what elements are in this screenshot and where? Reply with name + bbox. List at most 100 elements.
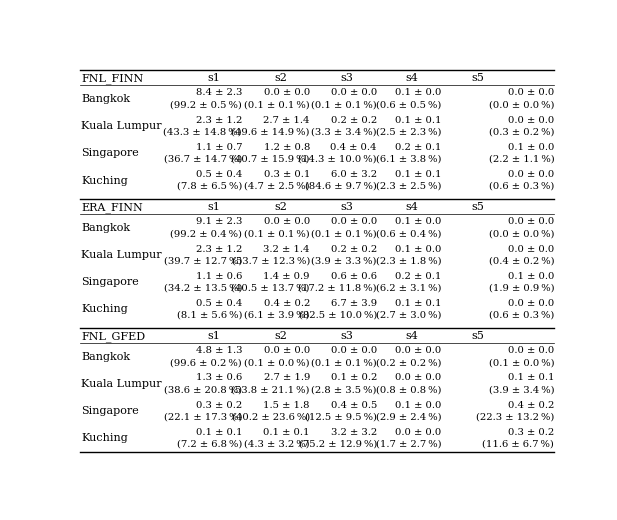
Text: (22.1 ± 17.3 %): (22.1 ± 17.3 %) (164, 413, 242, 422)
Text: 0.0 ± 0.0: 0.0 ± 0.0 (508, 244, 554, 254)
Text: 4.8 ± 1.3: 4.8 ± 1.3 (196, 346, 242, 355)
Text: s3: s3 (341, 73, 354, 83)
Text: (39.7 ± 12.7 %): (39.7 ± 12.7 %) (164, 256, 242, 266)
Text: 0.2 ± 0.1: 0.2 ± 0.1 (395, 272, 442, 281)
Text: (2.9 ± 2.4 %): (2.9 ± 2.4 %) (376, 413, 442, 422)
Text: (8.1 ± 5.6 %): (8.1 ± 5.6 %) (176, 311, 242, 320)
Text: 0.2 ± 0.2: 0.2 ± 0.2 (331, 115, 377, 125)
Text: 1.4 ± 0.9: 1.4 ± 0.9 (263, 272, 310, 281)
Text: (17.2 ± 11.8 %): (17.2 ± 11.8 %) (298, 284, 377, 293)
Text: (0.1 ± 0.1 %): (0.1 ± 0.1 %) (311, 229, 377, 238)
Text: Kuala Lumpur: Kuala Lumpur (81, 250, 162, 260)
Text: (43.3 ± 14.8 %): (43.3 ± 14.8 %) (164, 127, 242, 137)
Text: 0.1 ± 0.0: 0.1 ± 0.0 (508, 143, 554, 152)
Text: (2.8 ± 3.5 %): (2.8 ± 3.5 %) (312, 385, 377, 394)
Text: (0.4 ± 0.2 %): (0.4 ± 0.2 %) (489, 256, 554, 266)
Text: (14.3 ± 10.0 %): (14.3 ± 10.0 %) (298, 155, 377, 164)
Text: 0.0 ± 0.0: 0.0 ± 0.0 (331, 88, 377, 97)
Text: 0.1 ± 0.1: 0.1 ± 0.1 (263, 428, 310, 437)
Text: (84.6 ± 9.7 %): (84.6 ± 9.7 %) (305, 182, 377, 191)
Text: 2.3 ± 1.2: 2.3 ± 1.2 (196, 115, 242, 125)
Text: (2.3 ± 1.8 %): (2.3 ± 1.8 %) (376, 256, 442, 266)
Text: 1.1 ± 0.6: 1.1 ± 0.6 (196, 272, 242, 281)
Text: 0.1 ± 0.1: 0.1 ± 0.1 (196, 428, 242, 437)
Text: Bangkok: Bangkok (81, 352, 131, 362)
Text: s5: s5 (471, 73, 484, 83)
Text: 0.0 ± 0.0: 0.0 ± 0.0 (508, 115, 554, 125)
Text: s3: s3 (341, 331, 354, 341)
Text: s2: s2 (274, 331, 287, 341)
Text: 0.1 ± 0.1: 0.1 ± 0.1 (395, 299, 442, 308)
Text: 0.1 ± 0.0: 0.1 ± 0.0 (395, 244, 442, 254)
Text: 0.3 ± 0.1: 0.3 ± 0.1 (263, 170, 310, 179)
Text: (4.7 ± 2.5 %): (4.7 ± 2.5 %) (244, 182, 310, 191)
Text: (75.2 ± 12.9 %): (75.2 ± 12.9 %) (299, 440, 377, 449)
Text: (7.2 ± 6.8 %): (7.2 ± 6.8 %) (176, 440, 242, 449)
Text: (40.5 ± 13.7 %): (40.5 ± 13.7 %) (231, 284, 310, 293)
Text: 0.0 ± 0.0: 0.0 ± 0.0 (263, 217, 310, 226)
Text: (53.8 ± 21.1 %): (53.8 ± 21.1 %) (231, 385, 310, 394)
Text: 3.2 ± 1.4: 3.2 ± 1.4 (263, 244, 310, 254)
Text: 0.3 ± 0.2: 0.3 ± 0.2 (196, 400, 242, 410)
Text: (12.5 ± 9.5 %): (12.5 ± 9.5 %) (305, 413, 377, 422)
Text: 0.1 ± 0.0: 0.1 ± 0.0 (395, 400, 442, 410)
Text: Kuala Lumpur: Kuala Lumpur (81, 121, 162, 131)
Text: s5: s5 (471, 202, 484, 212)
Text: ERA_FINN: ERA_FINN (81, 202, 143, 213)
Text: 0.1 ± 0.1: 0.1 ± 0.1 (395, 170, 442, 179)
Text: (0.0 ± 0.0 %): (0.0 ± 0.0 %) (489, 229, 554, 238)
Text: 0.1 ± 0.0: 0.1 ± 0.0 (395, 88, 442, 97)
Text: (0.1 ± 0.1 %): (0.1 ± 0.1 %) (244, 229, 310, 238)
Text: (0.6 ± 0.5 %): (0.6 ± 0.5 %) (376, 100, 442, 109)
Text: (53.7 ± 12.3 %): (53.7 ± 12.3 %) (231, 256, 310, 266)
Text: 0.0 ± 0.0: 0.0 ± 0.0 (508, 88, 554, 97)
Text: (2.5 ± 2.3 %): (2.5 ± 2.3 %) (376, 127, 442, 137)
Text: 1.1 ± 0.7: 1.1 ± 0.7 (196, 143, 242, 152)
Text: (0.1 ± 0.1 %): (0.1 ± 0.1 %) (311, 100, 377, 109)
Text: 0.2 ± 0.2: 0.2 ± 0.2 (331, 244, 377, 254)
Text: 0.0 ± 0.0: 0.0 ± 0.0 (331, 217, 377, 226)
Text: 0.0 ± 0.0: 0.0 ± 0.0 (263, 346, 310, 355)
Text: (0.3 ± 0.2 %): (0.3 ± 0.2 %) (489, 127, 554, 137)
Text: s3: s3 (341, 202, 354, 212)
Text: Kuching: Kuching (81, 433, 128, 444)
Text: 0.0 ± 0.0: 0.0 ± 0.0 (395, 346, 442, 355)
Text: s4: s4 (405, 202, 418, 212)
Text: (0.6 ± 0.4 %): (0.6 ± 0.4 %) (376, 229, 442, 238)
Text: s1: s1 (207, 331, 220, 341)
Text: (22.3 ± 13.2 %): (22.3 ± 13.2 %) (476, 413, 554, 422)
Text: (0.8 ± 0.8 %): (0.8 ± 0.8 %) (376, 385, 442, 394)
Text: (7.8 ± 6.5 %): (7.8 ± 6.5 %) (176, 182, 242, 191)
Text: 1.2 ± 0.8: 1.2 ± 0.8 (263, 143, 310, 152)
Text: (99.2 ± 0.4 %): (99.2 ± 0.4 %) (170, 229, 242, 238)
Text: 0.1 ± 0.2: 0.1 ± 0.2 (331, 373, 377, 382)
Text: (0.6 ± 0.3 %): (0.6 ± 0.3 %) (489, 182, 554, 191)
Text: (0.1 ± 0.0 %): (0.1 ± 0.0 %) (489, 358, 554, 367)
Text: Singapore: Singapore (81, 148, 139, 158)
Text: Singapore: Singapore (81, 277, 139, 287)
Text: 9.1 ± 2.3: 9.1 ± 2.3 (196, 217, 242, 226)
Text: s2: s2 (274, 73, 287, 83)
Text: (1.7 ± 2.7 %): (1.7 ± 2.7 %) (376, 440, 442, 449)
Text: (36.7 ± 14.7 %): (36.7 ± 14.7 %) (164, 155, 242, 164)
Text: (0.0 ± 0.0 %): (0.0 ± 0.0 %) (489, 100, 554, 109)
Text: 0.4 ± 0.2: 0.4 ± 0.2 (508, 400, 554, 410)
Text: (6.1 ± 3.9 %): (6.1 ± 3.9 %) (244, 311, 310, 320)
Text: (2.7 ± 3.0 %): (2.7 ± 3.0 %) (376, 311, 442, 320)
Text: 2.7 ± 1.4: 2.7 ± 1.4 (263, 115, 310, 125)
Text: (2.3 ± 2.5 %): (2.3 ± 2.5 %) (376, 182, 442, 191)
Text: 0.0 ± 0.0: 0.0 ± 0.0 (395, 428, 442, 437)
Text: 0.4 ± 0.2: 0.4 ± 0.2 (263, 299, 310, 308)
Text: 0.2 ± 0.1: 0.2 ± 0.1 (395, 143, 442, 152)
Text: Kuala Lumpur: Kuala Lumpur (81, 379, 162, 389)
Text: 0.1 ± 0.0: 0.1 ± 0.0 (508, 272, 554, 281)
Text: 6.7 ± 3.9: 6.7 ± 3.9 (331, 299, 377, 308)
Text: (99.6 ± 0.2 %): (99.6 ± 0.2 %) (170, 358, 242, 367)
Text: s5: s5 (471, 331, 484, 341)
Text: 0.5 ± 0.4: 0.5 ± 0.4 (196, 299, 242, 308)
Text: s1: s1 (207, 73, 220, 83)
Text: 0.6 ± 0.6: 0.6 ± 0.6 (331, 272, 377, 281)
Text: 0.0 ± 0.0: 0.0 ± 0.0 (508, 217, 554, 226)
Text: 0.1 ± 0.1: 0.1 ± 0.1 (508, 373, 554, 382)
Text: 2.3 ± 1.2: 2.3 ± 1.2 (196, 244, 242, 254)
